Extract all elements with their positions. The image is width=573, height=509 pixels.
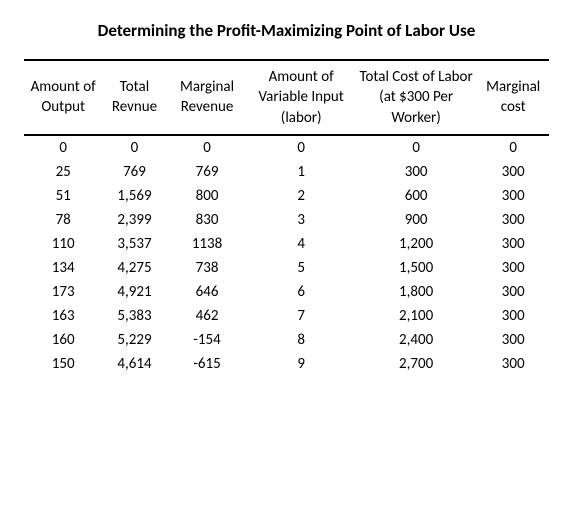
table-cell: 738 [167,256,248,280]
table-cell: 0 [477,135,549,160]
table-cell: 0 [247,135,354,160]
table-row: 1504,614-61592,700300 [24,352,549,376]
table-cell: 3 [247,208,354,232]
col-header-total-revenue: Total Revnue [102,60,166,135]
table-body: 000000257697691300300511,569800260030078… [24,135,549,376]
table-header-row: Amount of Output Total Revnue Marginal R… [24,60,549,135]
table-row: 1103,537113841,200300 [24,232,549,256]
table-cell: 646 [167,280,248,304]
table-row: 000000 [24,135,549,160]
table-cell: 4,921 [102,280,166,304]
table-cell: 9 [247,352,354,376]
table-cell: 2,400 [355,328,478,352]
table-cell: 2,700 [355,352,478,376]
table-cell: 769 [102,160,166,184]
table-cell: 300 [477,328,549,352]
col-header-variable-input: Amount of Variable Input (labor) [247,60,354,135]
table-cell: 1,200 [355,232,478,256]
table-cell: 300 [477,352,549,376]
table-cell: 0 [102,135,166,160]
table-cell: 163 [24,304,102,328]
table-cell: 1,569 [102,184,166,208]
table-cell: 0 [24,135,102,160]
table-row: 511,5698002600300 [24,184,549,208]
table-cell: 300 [477,304,549,328]
table-row: 782,3998303900300 [24,208,549,232]
table-row: 257697691300300 [24,160,549,184]
page-title: Determining the Profit-Maximizing Point … [24,20,549,41]
table-cell: 4,275 [102,256,166,280]
table-row: 1344,27573851,500300 [24,256,549,280]
table-cell: 4,614 [102,352,166,376]
table-cell: 3,537 [102,232,166,256]
table-cell: 300 [355,160,478,184]
table-cell: 300 [477,208,549,232]
labor-use-table: Amount of Output Total Revnue Marginal R… [24,59,549,376]
table-cell: 300 [477,160,549,184]
table-cell: 0 [167,135,248,160]
table-cell: 769 [167,160,248,184]
table-row: 1605,229-15482,400300 [24,328,549,352]
table-cell: 134 [24,256,102,280]
table-cell: -615 [167,352,248,376]
table-cell: 1,500 [355,256,478,280]
table-cell: 900 [355,208,478,232]
table-cell: 78 [24,208,102,232]
table-cell: 300 [477,256,549,280]
table-cell: 160 [24,328,102,352]
table-cell: 1 [247,160,354,184]
table-cell: 1138 [167,232,248,256]
table-cell: 0 [355,135,478,160]
table-cell: 51 [24,184,102,208]
table-cell: 150 [24,352,102,376]
table-cell: 8 [247,328,354,352]
table-cell: 5,229 [102,328,166,352]
table-cell: 300 [477,280,549,304]
table-cell: 25 [24,160,102,184]
table-cell: 6 [247,280,354,304]
table-cell: 830 [167,208,248,232]
table-cell: 2,100 [355,304,478,328]
col-header-marginal-revenue: Marginal Revenue [167,60,248,135]
table-cell: 300 [477,232,549,256]
table-cell: 462 [167,304,248,328]
table-cell: 2,399 [102,208,166,232]
table-cell: 2 [247,184,354,208]
table-row: 1635,38346272,100300 [24,304,549,328]
col-header-output: Amount of Output [24,60,102,135]
table-cell: 4 [247,232,354,256]
table-row: 1734,92164661,800300 [24,280,549,304]
table-cell: 1,800 [355,280,478,304]
col-header-marginal-cost: Marginal cost [477,60,549,135]
table-cell: -154 [167,328,248,352]
table-cell: 7 [247,304,354,328]
col-header-total-cost-labor: Total Cost of Labor (at $300 Per Worker) [355,60,478,135]
table-cell: 5,383 [102,304,166,328]
table-cell: 300 [477,184,549,208]
table-cell: 600 [355,184,478,208]
table-cell: 800 [167,184,248,208]
table-cell: 173 [24,280,102,304]
table-cell: 110 [24,232,102,256]
table-cell: 5 [247,256,354,280]
